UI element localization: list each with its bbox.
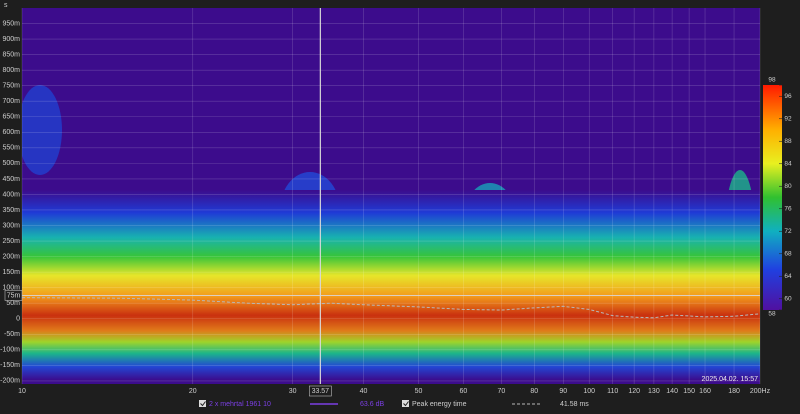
x-tick-label: 40	[360, 388, 368, 395]
y-tick-label: -200m	[0, 378, 20, 385]
legend-checkbox[interactable]	[402, 400, 409, 407]
cursor-y-box	[4, 290, 23, 301]
x-tick-label: 50	[415, 388, 423, 395]
y-tick-label: 800m	[2, 67, 20, 74]
y-tick-label: 50m	[6, 300, 20, 307]
y-tick-label: 950m	[2, 20, 20, 27]
x-tick-label: 110	[607, 388, 618, 395]
x-tick-label: 200Hz	[750, 388, 771, 395]
y-tick-label: 450m	[2, 176, 20, 183]
cursor-x-box	[309, 385, 332, 397]
energy-band	[22, 190, 760, 380]
legend-label: Peak energy time	[412, 401, 467, 408]
y-tick-label: 300m	[2, 222, 20, 229]
x-tick-label: 10	[18, 388, 26, 395]
heat-blob	[22, 85, 62, 175]
y-tick-label: 750m	[2, 83, 20, 90]
y-tick-label: -100m	[0, 347, 20, 354]
y-tick-label: 700m	[2, 98, 20, 105]
x-tick-label: 180	[728, 388, 740, 395]
y-tick-label: 200m	[2, 253, 20, 260]
x-tick-label: 120	[628, 388, 640, 395]
x-tick-label: 70	[497, 388, 505, 395]
y-tick-label: 650m	[2, 114, 20, 121]
legend-checkbox[interactable]	[199, 400, 206, 407]
x-tick-label: 100	[583, 388, 595, 395]
x-tick-label: 20	[189, 388, 197, 395]
timestamp: 2025.04.02. 15:57	[702, 376, 759, 383]
cursor-x-label: 33.57	[312, 388, 330, 395]
check	[200, 401, 206, 407]
legend-readout: 41.58 ms	[560, 401, 589, 408]
y-tick-label: 900m	[2, 36, 20, 43]
x-tick-label: 90	[559, 388, 567, 395]
colorbar-label: 58	[768, 311, 776, 318]
x-tick-label: 60	[460, 388, 468, 395]
colorbar-label: 84	[784, 160, 792, 167]
x-tick-label: 80	[530, 388, 538, 395]
colorbar-label: 68	[784, 250, 792, 257]
x-tick-label: 130	[648, 388, 660, 395]
cursor-y-label: 75m	[7, 292, 21, 299]
y-tick-label: 550m	[2, 145, 20, 152]
x-tick-label: 30	[289, 388, 297, 395]
colorbar-label: 72	[784, 228, 792, 235]
colorbar-label: 92	[784, 115, 792, 122]
y-tick-label: 850m	[2, 51, 20, 58]
colorbar-label: 98	[768, 77, 776, 84]
y-tick-label: 250m	[2, 238, 20, 245]
y-tick-label: -50m	[4, 331, 20, 338]
y-tick-label: 150m	[2, 269, 20, 276]
spectrogram	[22, 8, 760, 384]
colorbar-label: 60	[784, 295, 792, 302]
colorbar-label: 64	[784, 273, 792, 280]
x-tick-label: 140	[666, 388, 678, 395]
check	[403, 401, 409, 407]
colorbar-label: 76	[784, 205, 792, 212]
y-tick-label: 400m	[2, 191, 20, 198]
y-tick-label: 100m	[2, 285, 20, 292]
legend-label: 2 x mehrtal 1961 10	[209, 401, 271, 408]
x-tick-label: 150	[683, 388, 695, 395]
y-tick-label: 350m	[2, 207, 20, 214]
colorbar-label: 80	[784, 183, 792, 190]
y-tick-label: 0	[16, 316, 20, 323]
colorbar-label: 88	[784, 138, 792, 145]
y-unit: s	[4, 2, 8, 9]
y-tick-label: 500m	[2, 160, 20, 167]
y-tick-label: 600m	[2, 129, 20, 136]
x-tick-label: 160	[699, 388, 711, 395]
colorbar	[763, 85, 782, 310]
legend-readout: 63.6 dB	[360, 401, 384, 408]
series-line	[21, 297, 761, 319]
colorbar-label: 96	[784, 93, 792, 100]
y-tick-label: -150m	[0, 362, 20, 369]
